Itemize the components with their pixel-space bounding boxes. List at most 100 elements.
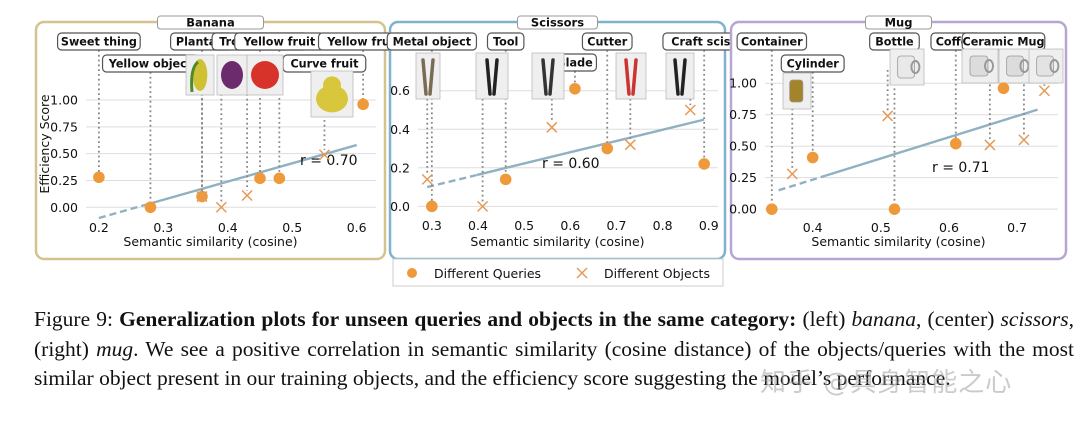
x-tick-label: 0.7	[1007, 220, 1027, 235]
object-thumbnail	[216, 54, 248, 96]
label-box	[386, 32, 478, 51]
object-point	[241, 189, 253, 202]
object-point	[215, 201, 227, 213]
y-axis-label: Efficiency Score	[37, 94, 52, 194]
x-tick-label: 0.4	[468, 218, 488, 233]
object-point	[984, 139, 996, 151]
object-point	[786, 168, 798, 180]
panel-title: Mug	[885, 16, 913, 30]
label-box	[581, 32, 633, 51]
query-point	[698, 158, 710, 170]
watermark: 知乎 @具身智能之心	[760, 368, 1013, 398]
x-tick-label: 0.3	[153, 220, 173, 235]
panel-title: Scissors	[531, 16, 584, 30]
fit-line	[144, 143, 357, 207]
legend-queries-marker	[407, 268, 417, 278]
point-label-curve-fruit: Curve fruit	[290, 58, 359, 71]
x-tick-label: 0.5	[871, 220, 891, 235]
query-point	[601, 142, 614, 155]
object-point	[421, 173, 433, 185]
x-tick-label: 0.6	[560, 218, 580, 233]
fit-line-dashed	[98, 203, 146, 220]
x-tick-label: 0.9	[699, 218, 719, 233]
object-thumbnail	[998, 48, 1034, 84]
point-label-tool: Tool	[493, 36, 518, 49]
correlation-label: r = 0.71	[932, 160, 990, 176]
query-point	[426, 200, 438, 213]
query-point	[144, 201, 157, 214]
y-tick-label: 0.0	[390, 199, 410, 214]
x-axis-label: Semantic similarity (cosine)	[811, 234, 985, 249]
object-thumbnail	[185, 54, 215, 96]
legend-objects-marker	[576, 267, 588, 279]
panel-title-box	[157, 15, 264, 30]
x-tick-label: 0.4	[218, 220, 238, 235]
legend-objects-label: Different Objects	[604, 266, 710, 281]
query-point	[888, 203, 901, 215]
y-tick-label: 0.6	[390, 83, 410, 98]
y-tick-label: 0.75	[50, 119, 78, 134]
object-point	[318, 149, 330, 161]
query-point	[806, 151, 819, 164]
panel-title: Banana	[186, 16, 234, 30]
x-tick-label: 0.5	[282, 220, 302, 235]
caption-text: (left)	[796, 307, 852, 331]
y-tick-label: 1.00	[50, 93, 78, 108]
query-point	[949, 137, 962, 150]
point-label-bottle: Bottle	[875, 36, 914, 49]
fit-line-dashed	[778, 174, 826, 192]
caption-italic-mug: mug	[96, 336, 134, 361]
correlation-label: r = 0.60	[542, 156, 600, 172]
point-label-blade: Blade	[557, 57, 593, 70]
query-point	[357, 98, 369, 111]
object-thumbnail	[782, 72, 812, 110]
query-point	[93, 171, 105, 184]
label-box	[736, 32, 808, 51]
panel-scissors: Scissors 0.0 0.2 0.4 0.6 0.3 0.4 0.5 0.6 0.7 0.8 0.…	[386, 15, 766, 261]
point-label-cylinder: Cylinder	[787, 58, 840, 71]
object-point	[624, 139, 636, 151]
query-point	[766, 203, 778, 215]
fit-line	[476, 118, 705, 177]
query-point	[499, 173, 512, 186]
caption-bold-title: Generalization plots for unseen queries …	[119, 307, 797, 331]
object-thumbnail	[1028, 48, 1064, 84]
object-point	[196, 191, 208, 203]
caption-text: , (right)	[34, 307, 1074, 361]
x-tick-label: 0.4	[803, 220, 823, 235]
object-point	[1018, 134, 1030, 146]
y-tick-label: 0.50	[50, 146, 78, 161]
panel-title-box	[865, 15, 932, 30]
label-box	[780, 54, 845, 73]
object-thumbnail	[531, 52, 565, 100]
point-label-sweet-thing: Sweet thing	[61, 36, 137, 49]
panel-banana: Banana 0.00 0.25 0.50 0.75 1.00 0.2 0.3 0.4 0.5 0.…	[34, 15, 409, 261]
x-tick-label: 0.8	[653, 218, 673, 233]
object-thumbnail	[615, 52, 647, 100]
panel-title-box	[517, 15, 598, 30]
caption-italic-banana: banana	[851, 307, 917, 331]
caption-text: , (center)	[916, 307, 1001, 331]
y-tick-label: 0.75	[729, 107, 757, 122]
y-tick-label: 0.4	[390, 122, 410, 137]
object-thumbnail	[415, 52, 441, 100]
object-thumbnail	[961, 48, 999, 84]
object-point	[477, 200, 489, 212]
object-point	[684, 104, 696, 116]
x-tick-label: 0.6	[347, 220, 367, 235]
caption-text: . We see a positive correlation in seman…	[34, 336, 1074, 391]
x-tick-label: 0.5	[514, 218, 534, 233]
panel-mug: Mug 0.00 0.25 0.50 0.75 1.00 0.4 0.5 0.6 0.7 Seman…	[729, 15, 1068, 261]
point-label-yellow-fruit: Yellow fruit	[242, 36, 315, 49]
y-tick-label: 0.25	[729, 170, 757, 185]
object-point	[1038, 85, 1050, 97]
object-thumbnail	[889, 48, 925, 86]
x-tick-label: 0.2	[89, 220, 109, 235]
query-point	[569, 82, 581, 95]
object-thumbnail	[665, 52, 695, 100]
label-box	[56, 32, 141, 51]
query-point	[273, 172, 286, 185]
object-thumbnail	[310, 70, 354, 118]
point-label-container: Container	[741, 36, 803, 49]
